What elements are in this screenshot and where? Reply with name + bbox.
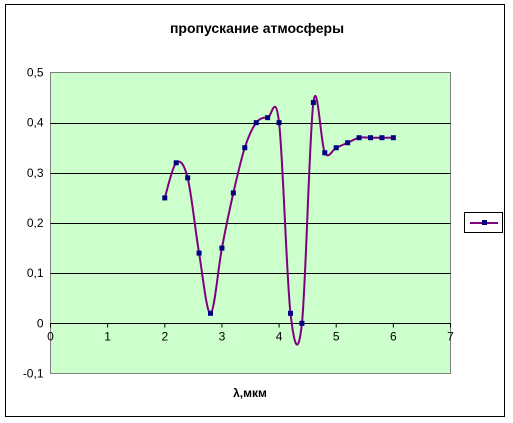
data-point <box>265 115 271 121</box>
data-point <box>310 100 316 106</box>
data-point <box>162 195 168 201</box>
x-tick-labels: 0 1 2 3 4 5 6 7 <box>47 323 454 344</box>
x-tick-label: 7 <box>447 330 454 344</box>
x-tick-label: 6 <box>390 330 397 344</box>
data-point <box>299 320 305 326</box>
data-point <box>208 310 213 316</box>
y-tick-labels: -0,1 0 0,1 0,2 0,3 0,4 0,5 <box>23 66 44 381</box>
chart-area: пропускание атмосферы 0 1 2 3 4 5 6 7 -0,1 0 0,1 0… <box>5 4 505 417</box>
chart-svg: пропускание атмосферы 0 1 2 3 4 5 6 7 -0,1 0 0,1 0… <box>23 20 503 400</box>
y-tick-label: 0,4 <box>27 116 44 130</box>
x-tick-label: 4 <box>276 330 283 344</box>
data-point <box>379 135 385 141</box>
x-tick-label: 5 <box>333 330 340 344</box>
data-point <box>253 120 259 126</box>
data-point <box>368 135 373 141</box>
y-tick-label: -0,1 <box>23 367 44 381</box>
y-tick-label: 0,3 <box>27 166 44 180</box>
x-tick-label: 2 <box>161 330 168 344</box>
legend <box>464 212 503 233</box>
data-point <box>390 135 396 141</box>
legend-marker-sample <box>482 220 487 225</box>
y-tick-label: 0,2 <box>27 216 44 230</box>
chart-title: пропускание атмосферы <box>170 20 344 36</box>
y-tick-label: 0,1 <box>27 266 44 280</box>
x-axis-label: λ,мкм <box>233 386 267 400</box>
data-point <box>196 250 202 256</box>
data-point <box>345 140 351 146</box>
x-tick-label: 1 <box>104 330 111 344</box>
data-markers <box>162 100 396 326</box>
data-point <box>356 135 362 141</box>
data-point <box>288 310 293 316</box>
y-tick-label: 0,5 <box>27 66 44 80</box>
data-point <box>322 150 328 156</box>
data-point <box>276 120 282 126</box>
data-point <box>242 145 248 151</box>
series-line <box>163 94 394 346</box>
x-tick-label: 3 <box>219 330 226 344</box>
data-point <box>219 245 225 251</box>
data-point <box>333 145 339 151</box>
data-point <box>185 175 191 181</box>
y-tick-label: 0 <box>37 316 44 330</box>
data-point <box>173 160 179 166</box>
x-tick-label: 0 <box>47 330 54 344</box>
data-point <box>230 190 236 196</box>
